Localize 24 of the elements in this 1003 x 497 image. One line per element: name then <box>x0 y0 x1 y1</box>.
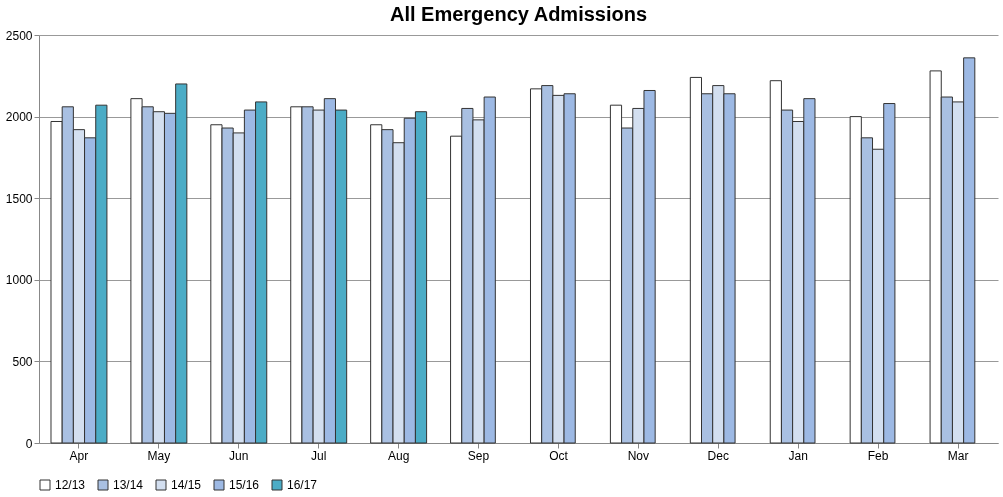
x-tick-label: Feb <box>867 448 889 463</box>
x-tick-label: Oct <box>549 448 569 463</box>
y-tick-label: 2500 <box>5 28 33 43</box>
y-tick-label: 500 <box>12 354 33 369</box>
x-tick-label: Jun <box>229 448 249 463</box>
legend-label: 13/14 <box>113 478 144 492</box>
legend-label: 15/16 <box>229 478 260 492</box>
y-tick-label: 1500 <box>5 191 33 206</box>
legend-label: 14/15 <box>171 478 202 492</box>
x-tick-label: Aug <box>387 448 410 463</box>
x-tick-label: Jan <box>788 448 808 463</box>
chart-title: All Emergency Admissions <box>389 3 648 25</box>
y-tick-label: 2000 <box>5 110 33 125</box>
x-tick-label: Apr <box>69 448 89 463</box>
x-tick-label: Sep <box>467 448 490 463</box>
x-tick-label: Nov <box>627 448 650 463</box>
x-tick-label: Jul <box>311 448 327 463</box>
y-tick-label: 0 <box>25 436 33 451</box>
y-tick-label: 1000 <box>5 273 33 288</box>
legend-label: 16/17 <box>287 478 318 492</box>
x-tick-label: May <box>147 448 171 463</box>
legend-label: 12/13 <box>55 478 86 492</box>
x-tick-label: Mar <box>947 448 969 463</box>
x-tick-label: Dec <box>707 448 729 463</box>
